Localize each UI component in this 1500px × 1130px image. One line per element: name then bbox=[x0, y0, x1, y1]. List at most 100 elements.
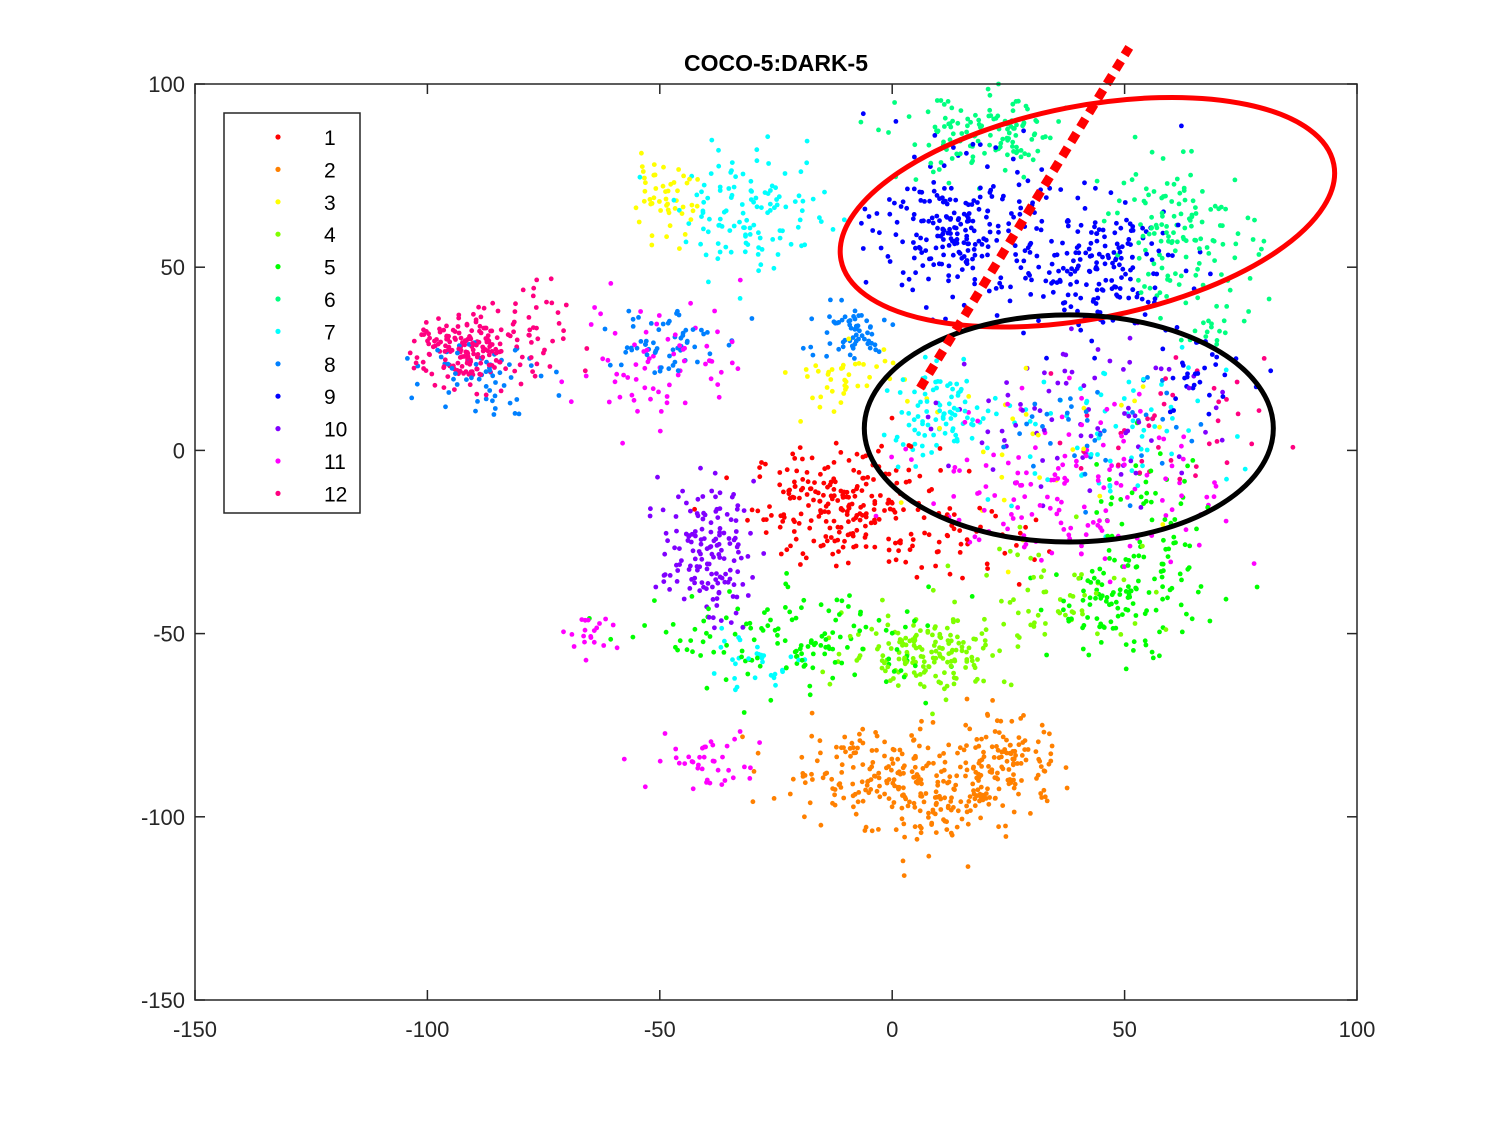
data-point-series-3 bbox=[658, 208, 663, 213]
data-point-series-7 bbox=[775, 252, 781, 257]
data-point-series-7 bbox=[737, 296, 743, 301]
data-point-series-10 bbox=[1166, 366, 1172, 372]
data-point-series-2 bbox=[955, 808, 961, 814]
data-point-series-9 bbox=[1014, 258, 1020, 264]
data-point-series-8 bbox=[1159, 460, 1165, 466]
data-point-series-3 bbox=[838, 400, 844, 405]
data-point-series-4 bbox=[963, 665, 968, 670]
data-point-series-8 bbox=[634, 345, 640, 351]
data-point-series-2 bbox=[900, 793, 905, 798]
data-point-series-5 bbox=[1085, 578, 1091, 584]
data-point-series-7 bbox=[1152, 424, 1158, 429]
chart-title: COCO-5:DARK-5 bbox=[684, 50, 868, 76]
data-point-series-11 bbox=[598, 311, 603, 317]
data-point-series-2 bbox=[971, 788, 976, 794]
data-point-series-7 bbox=[752, 675, 758, 681]
data-point-series-2 bbox=[926, 853, 932, 859]
data-point-series-12 bbox=[511, 329, 516, 335]
data-point-series-11 bbox=[729, 339, 735, 345]
data-point-series-11 bbox=[695, 765, 701, 771]
data-point-series-6 bbox=[1212, 203, 1218, 209]
data-point-series-9 bbox=[1105, 252, 1111, 258]
data-point-series-2 bbox=[848, 753, 853, 759]
data-point-series-9 bbox=[932, 133, 938, 138]
data-point-series-7 bbox=[924, 399, 930, 404]
data-point-series-5 bbox=[1159, 574, 1165, 580]
data-point-series-1 bbox=[977, 505, 983, 511]
data-point-series-4 bbox=[1008, 682, 1014, 688]
data-point-series-2 bbox=[750, 799, 756, 805]
data-point-series-8 bbox=[514, 397, 520, 402]
data-point-series-11 bbox=[1049, 550, 1055, 556]
data-point-series-12 bbox=[480, 354, 486, 360]
data-point-series-4 bbox=[1073, 514, 1079, 520]
data-point-series-2 bbox=[876, 827, 881, 832]
data-point-series-1 bbox=[871, 477, 876, 482]
data-point-series-9 bbox=[1119, 275, 1124, 280]
data-point-series-4 bbox=[923, 668, 928, 673]
data-point-series-9 bbox=[956, 249, 962, 255]
data-point-series-10 bbox=[1107, 358, 1113, 364]
data-point-series-12 bbox=[507, 333, 513, 339]
data-point-series-9 bbox=[1018, 265, 1024, 271]
data-point-series-6 bbox=[1047, 135, 1053, 141]
data-point-series-8 bbox=[808, 344, 814, 350]
data-point-series-9 bbox=[946, 278, 951, 284]
data-point-series-9 bbox=[946, 263, 952, 269]
data-point-series-11 bbox=[716, 394, 722, 400]
data-point-series-8 bbox=[512, 347, 518, 353]
data-point-series-1 bbox=[872, 501, 878, 507]
data-point-series-9 bbox=[976, 238, 982, 244]
data-point-series-10 bbox=[999, 428, 1005, 434]
data-point-series-10 bbox=[709, 488, 715, 494]
data-point-series-12 bbox=[1145, 416, 1150, 422]
data-point-series-12 bbox=[1290, 444, 1296, 450]
data-point-series-1 bbox=[755, 508, 761, 514]
data-point-series-5 bbox=[1123, 557, 1129, 562]
data-point-series-6 bbox=[1220, 241, 1226, 247]
data-point-series-2 bbox=[869, 748, 875, 753]
data-point-series-2 bbox=[993, 795, 998, 801]
data-point-series-1 bbox=[872, 544, 878, 550]
data-point-series-5 bbox=[1038, 607, 1044, 613]
data-point-series-5 bbox=[1104, 595, 1110, 600]
data-point-series-11 bbox=[983, 484, 989, 489]
data-point-series-11 bbox=[697, 754, 702, 760]
data-point-series-2 bbox=[924, 763, 929, 769]
data-point-series-4 bbox=[1007, 548, 1013, 554]
data-point-series-4 bbox=[1035, 612, 1041, 618]
data-point-series-2 bbox=[838, 785, 844, 790]
data-point-series-12 bbox=[489, 328, 495, 334]
data-point-series-2 bbox=[1037, 758, 1043, 764]
data-point-series-1 bbox=[957, 550, 963, 555]
data-point-series-1 bbox=[862, 535, 868, 540]
data-point-series-7 bbox=[761, 653, 767, 658]
data-point-series-7 bbox=[770, 237, 776, 242]
data-point-series-9 bbox=[1029, 277, 1034, 283]
data-point-series-12 bbox=[494, 335, 500, 341]
data-point-series-7 bbox=[716, 147, 721, 153]
data-point-series-10 bbox=[1179, 470, 1185, 476]
data-point-series-5 bbox=[1081, 588, 1086, 594]
data-point-series-9 bbox=[953, 197, 959, 203]
data-point-series-9 bbox=[1016, 182, 1022, 188]
data-point-series-2 bbox=[1010, 749, 1016, 754]
data-point-series-4 bbox=[1001, 621, 1007, 627]
data-point-series-2 bbox=[869, 828, 875, 834]
data-point-series-3 bbox=[640, 169, 646, 174]
data-point-series-9 bbox=[979, 242, 985, 247]
data-point-series-5 bbox=[642, 623, 647, 628]
data-point-series-11 bbox=[606, 399, 612, 405]
data-point-series-8 bbox=[873, 347, 879, 353]
data-point-series-9 bbox=[1139, 296, 1145, 302]
data-point-series-1 bbox=[788, 543, 793, 549]
data-point-series-1 bbox=[823, 519, 829, 524]
data-point-series-11 bbox=[704, 343, 710, 349]
data-point-series-7 bbox=[728, 249, 734, 255]
data-point-series-2 bbox=[995, 770, 1000, 776]
data-point-series-2 bbox=[1011, 809, 1017, 815]
data-point-series-10 bbox=[1005, 392, 1011, 398]
data-point-series-11 bbox=[1058, 520, 1064, 526]
data-point-series-6 bbox=[1204, 245, 1210, 250]
data-point-series-2 bbox=[1047, 731, 1052, 737]
